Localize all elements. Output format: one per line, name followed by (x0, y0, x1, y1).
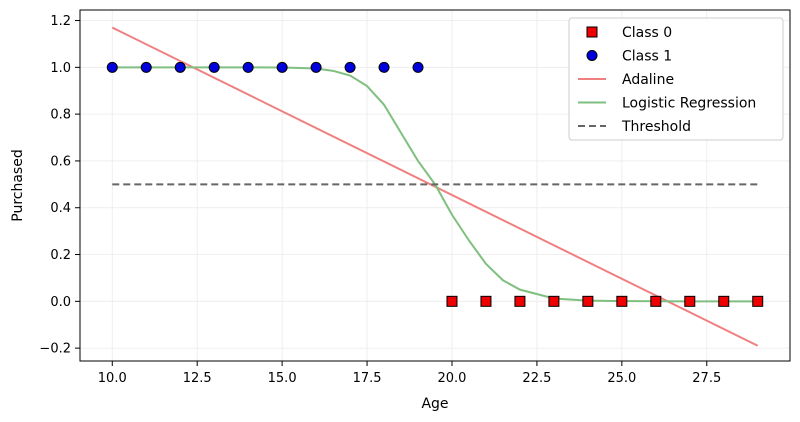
y-tick-label: 0.6 (50, 154, 71, 169)
x-tick-label: 27.5 (692, 371, 721, 386)
class-1-point (276, 61, 288, 73)
legend-box (568, 17, 784, 141)
legend-item-logistic-regression-label: Logistic Regression (622, 96, 756, 112)
plot-series (106, 26, 764, 347)
y-tick-label: −0.2 (39, 342, 71, 357)
x-tick-label: 25.0 (607, 371, 636, 386)
class-0-point (480, 295, 492, 307)
legend-item-class-1-label: Class 1 (622, 49, 672, 65)
class-0-point (684, 295, 696, 307)
axis-ticks: 10.0 12.5 15.0 17.5 20.0 22.5 25.0 27.5 −0.2 0.0 0… (39, 14, 721, 386)
class-1-point (106, 61, 118, 73)
legend: Class 0 Class 1 Adaline Logistic Regression… (568, 17, 784, 141)
class-0-point (752, 295, 764, 307)
class-0-point (582, 295, 594, 307)
x-tick-label: 12.5 (183, 371, 212, 386)
class-0-point (446, 295, 458, 307)
y-tick-label: 0.2 (50, 248, 71, 263)
legend-item-class-0-label: Class 0 (622, 25, 672, 41)
class-1-point (140, 61, 152, 73)
legend-item-adaline-label: Adaline (622, 72, 674, 88)
class-0-point (548, 295, 560, 307)
plot-frame (79, 9, 791, 362)
class-1-point (310, 61, 322, 73)
class-0-point (514, 295, 526, 307)
class-0-point (616, 295, 628, 307)
class-1-point (174, 61, 186, 73)
y-tick-label: 1.2 (50, 14, 71, 29)
class-1-point (208, 61, 220, 73)
class-0-point (650, 295, 662, 307)
y-axis-label: Purchased (10, 149, 26, 221)
series-line-adaline (111, 26, 759, 347)
legend-item-class-1-marker (586, 50, 598, 61)
class-1-point (378, 61, 390, 73)
class-1-point (344, 61, 356, 73)
legend-item-class-0-marker (586, 26, 598, 38)
x-tick-label: 22.5 (522, 371, 551, 386)
y-tick-label: 0.0 (50, 295, 71, 310)
x-tick-label: 15.0 (268, 371, 297, 386)
class-1-point (412, 61, 424, 73)
x-tick-label: 20.0 (438, 371, 467, 386)
y-tick-label: 1.0 (50, 61, 71, 76)
class-0-point (718, 295, 730, 307)
y-tick-label: 0.8 (50, 108, 71, 123)
series-line-logistic-regression (112, 66, 758, 303)
y-tick-label: 0.4 (50, 201, 71, 216)
x-axis-label: Age (421, 396, 448, 412)
x-tick-label: 17.5 (353, 371, 382, 386)
class-1-point (242, 61, 254, 73)
x-tick-label: 10.0 (98, 371, 127, 386)
legend-item-threshold-label: Threshold (621, 119, 691, 135)
